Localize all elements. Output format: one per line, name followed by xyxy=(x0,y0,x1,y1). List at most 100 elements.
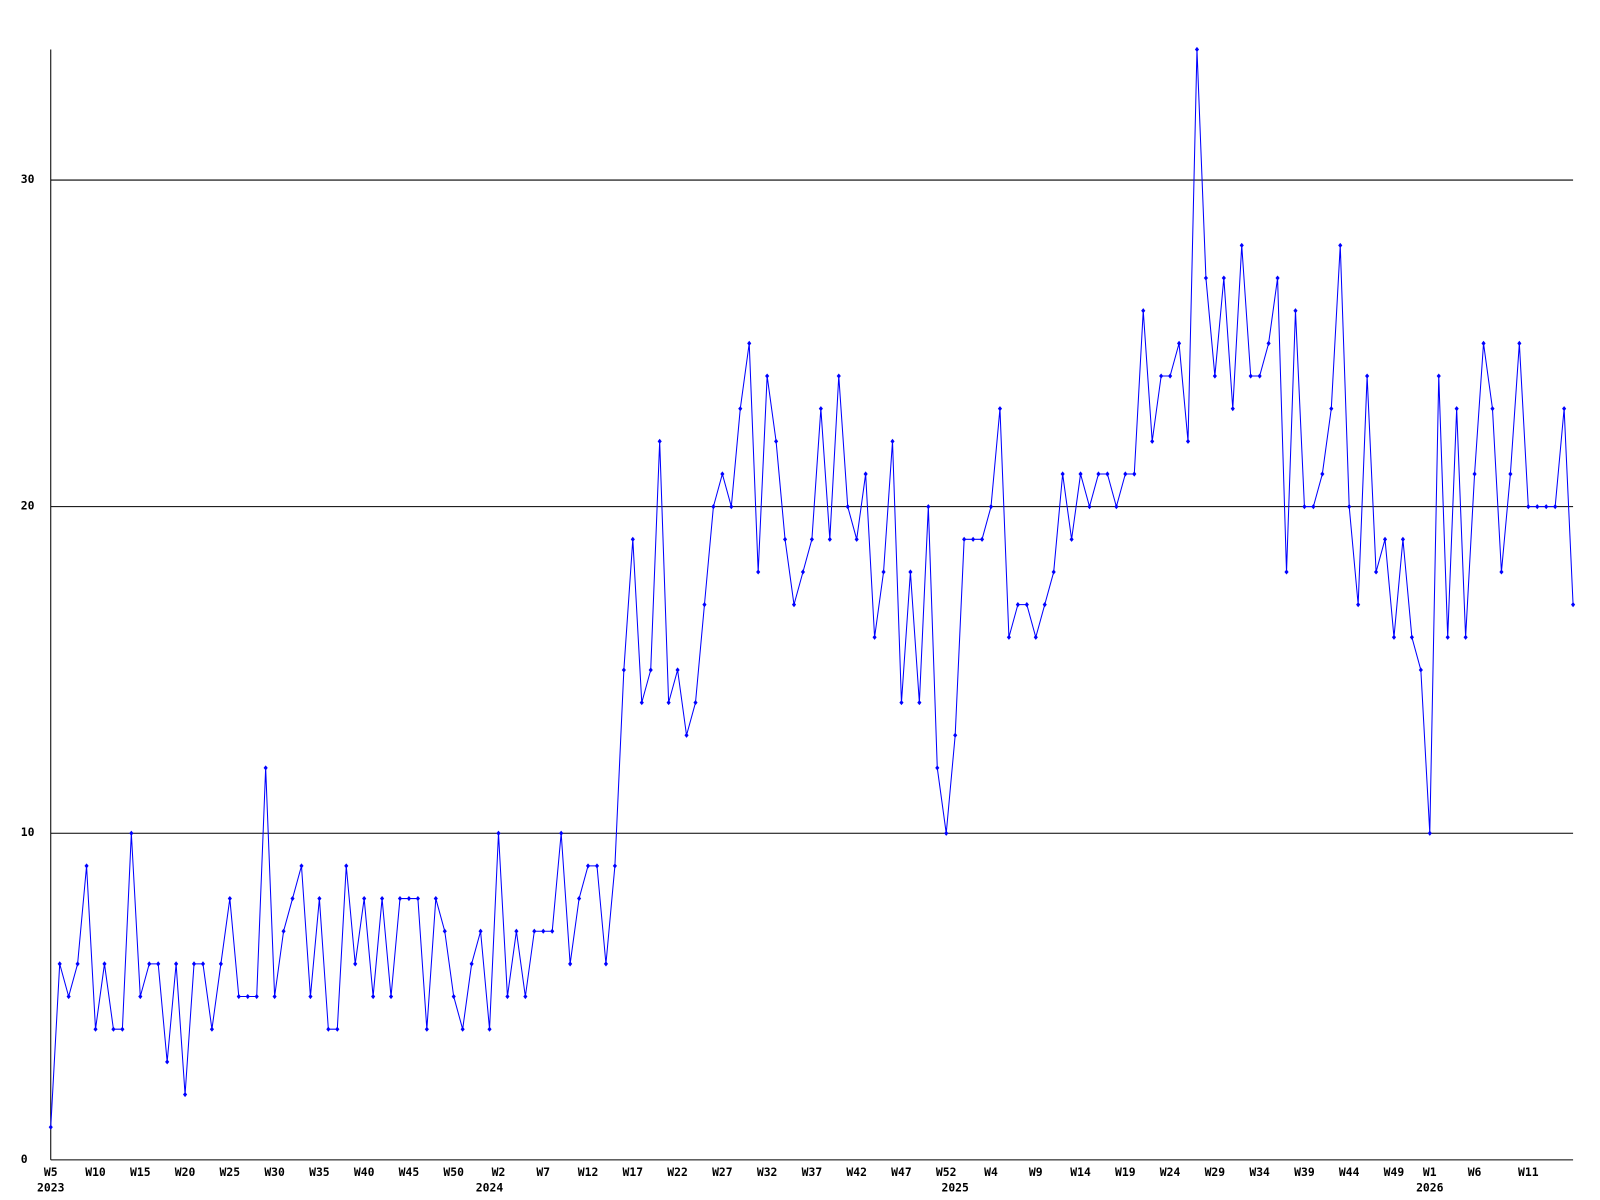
data-point xyxy=(738,406,743,412)
data-point xyxy=(1544,504,1549,510)
data-point xyxy=(809,536,814,542)
year-label: 2025 xyxy=(941,1181,969,1195)
data-point xyxy=(406,895,412,902)
x-tick-label: W32 xyxy=(757,1165,778,1179)
data-point xyxy=(433,895,438,902)
data-point xyxy=(1535,504,1540,510)
data-point xyxy=(460,1026,465,1032)
x-tick-label: W42 xyxy=(846,1165,867,1179)
data-point xyxy=(174,961,179,967)
data-point xyxy=(1105,471,1110,477)
data-point xyxy=(756,569,761,575)
data-point xyxy=(926,504,931,510)
data-point xyxy=(1293,308,1298,314)
data-point xyxy=(1203,275,1208,281)
data-point xyxy=(1382,536,1388,542)
data-point xyxy=(200,961,206,967)
data-point xyxy=(550,928,555,934)
data-point xyxy=(1311,504,1316,510)
data-point xyxy=(1490,406,1495,412)
data-point xyxy=(147,961,152,967)
data-point xyxy=(1391,634,1397,640)
data-point xyxy=(1078,471,1083,477)
x-tick-label: W37 xyxy=(802,1165,823,1179)
data-point xyxy=(57,961,62,967)
data-point xyxy=(1284,569,1289,575)
x-tick-label: W9 xyxy=(1029,1165,1043,1179)
data-point xyxy=(75,961,80,967)
data-point xyxy=(774,438,779,444)
data-point xyxy=(1096,471,1101,477)
x-tick-label: W45 xyxy=(399,1165,420,1179)
y-tick-label: 20 xyxy=(21,499,35,513)
data-point xyxy=(541,928,546,934)
data-point xyxy=(666,700,671,706)
data-point xyxy=(84,863,89,869)
y-tick-label: 30 xyxy=(21,172,35,186)
data-point xyxy=(1275,275,1280,281)
data-point xyxy=(1373,569,1379,575)
year-label: 2023 xyxy=(37,1181,65,1195)
data-point xyxy=(693,700,698,706)
data-point xyxy=(129,830,134,836)
x-tick-label: W25 xyxy=(220,1165,241,1179)
data-point xyxy=(1006,634,1011,640)
data-point xyxy=(827,536,832,542)
data-point xyxy=(639,700,644,706)
x-tick-label: W40 xyxy=(354,1165,375,1179)
data-point xyxy=(156,961,161,967)
data-point xyxy=(1159,373,1164,379)
x-tick-label: W47 xyxy=(891,1165,912,1179)
data-point xyxy=(747,340,752,346)
data-point xyxy=(684,732,689,738)
data-point xyxy=(299,863,304,869)
x-tick-label: W29 xyxy=(1205,1165,1226,1179)
data-point xyxy=(1445,634,1450,640)
data-line xyxy=(50,49,1574,1128)
data-point xyxy=(245,993,250,1000)
x-tick-label: W1 xyxy=(1423,1165,1437,1179)
data-point xyxy=(415,895,420,902)
data-point xyxy=(1248,373,1253,379)
y-tick-label: 10 xyxy=(21,825,35,839)
data-point xyxy=(702,602,707,608)
data-point xyxy=(559,830,564,836)
data-point xyxy=(1454,406,1459,412)
data-point xyxy=(290,895,295,902)
data-point xyxy=(182,1091,188,1098)
data-point xyxy=(997,406,1003,412)
data-point xyxy=(1060,471,1065,477)
data-point xyxy=(138,993,143,1000)
data-point xyxy=(854,536,859,542)
data-point xyxy=(1517,340,1522,346)
x-tick-label: W15 xyxy=(130,1165,151,1179)
data-point xyxy=(1409,634,1414,640)
data-point xyxy=(254,993,259,1000)
data-point xyxy=(1347,504,1352,510)
x-tick-label: W22 xyxy=(667,1165,688,1179)
data-point xyxy=(532,928,537,934)
data-point xyxy=(1069,536,1074,542)
data-point xyxy=(988,504,994,510)
data-point xyxy=(487,1026,492,1032)
data-point xyxy=(944,830,949,836)
data-point xyxy=(1427,830,1432,836)
data-point xyxy=(496,830,501,836)
data-point xyxy=(1266,340,1271,346)
data-point xyxy=(1185,438,1191,444)
data-point xyxy=(335,1026,340,1032)
data-point xyxy=(1553,504,1558,510)
data-point xyxy=(1221,275,1226,281)
data-point xyxy=(908,569,913,575)
data-point xyxy=(899,700,904,706)
data-point xyxy=(1033,634,1038,640)
x-tick-label: W12 xyxy=(578,1165,599,1179)
data-point xyxy=(1302,504,1307,510)
x-tick-label: W49 xyxy=(1384,1165,1405,1179)
data-point xyxy=(191,961,197,967)
data-point xyxy=(317,895,322,902)
year-label: 2024 xyxy=(476,1181,504,1195)
x-tick-label: W44 xyxy=(1339,1165,1360,1179)
data-point xyxy=(165,1059,170,1065)
data-point xyxy=(1051,569,1056,575)
